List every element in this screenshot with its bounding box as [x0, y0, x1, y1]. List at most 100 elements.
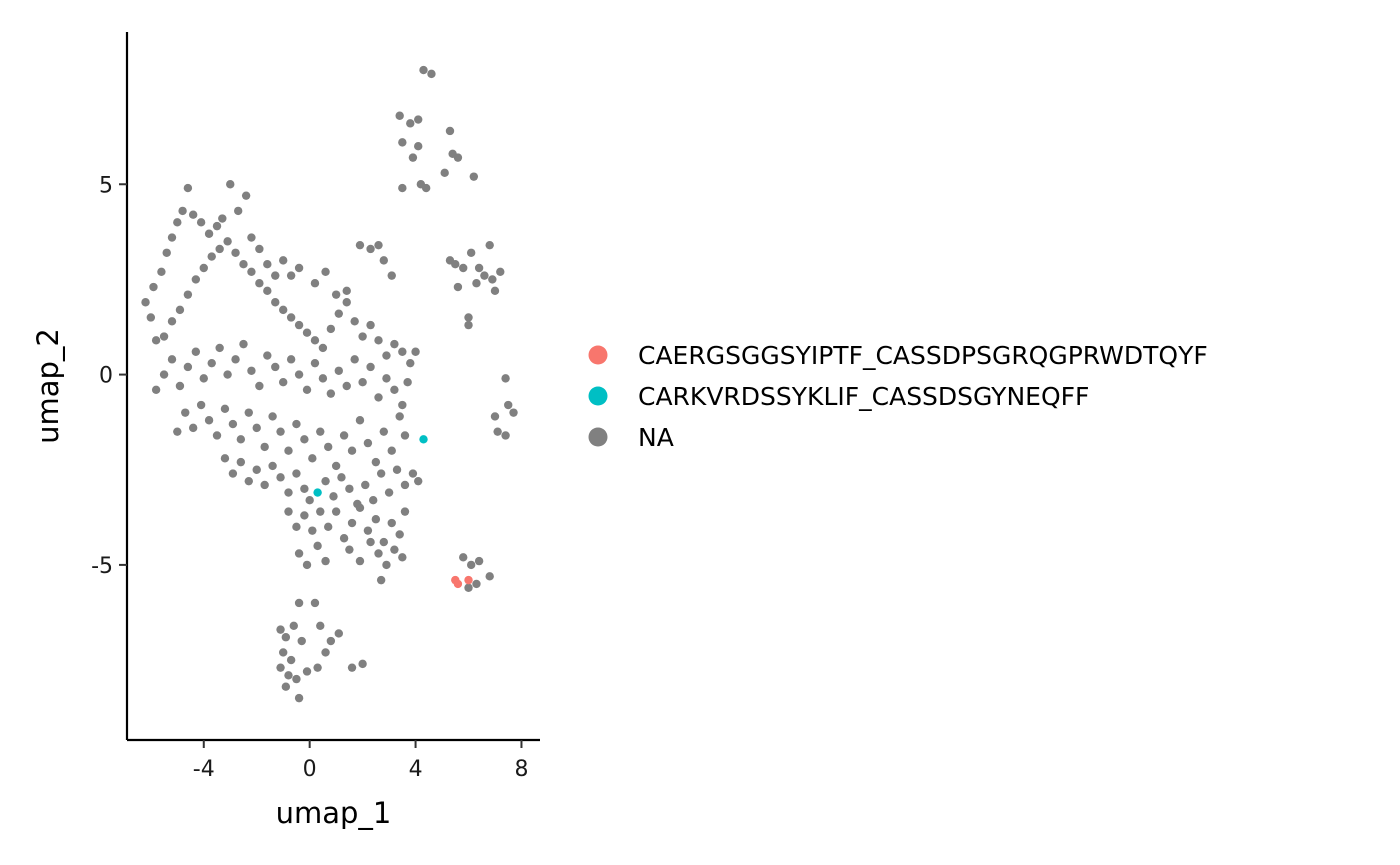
- point-na: [173, 427, 182, 436]
- point-na: [151, 336, 161, 345]
- point-na: [474, 556, 484, 566]
- point-na: [331, 290, 341, 299]
- point-na: [300, 511, 309, 520]
- point-na: [212, 221, 222, 231]
- point-na: [350, 317, 359, 326]
- point-na: [220, 454, 230, 463]
- point-na: [387, 271, 396, 280]
- point-na: [239, 259, 248, 269]
- point-na: [207, 358, 216, 368]
- point-na: [358, 377, 367, 387]
- point-na: [337, 473, 346, 482]
- point-na: [268, 412, 277, 421]
- point-na: [281, 633, 291, 642]
- point-na: [379, 537, 389, 547]
- point-na: [276, 427, 285, 436]
- point-na: [488, 275, 497, 284]
- x-tick-label: 0: [303, 757, 317, 782]
- point-na: [379, 256, 389, 265]
- point-clonotype: [313, 488, 322, 497]
- point-na: [297, 636, 306, 646]
- point-na: [366, 320, 375, 330]
- point-na: [175, 381, 185, 391]
- point-na: [302, 560, 312, 570]
- point-na: [281, 682, 291, 691]
- point-na: [369, 495, 378, 505]
- point-na: [400, 431, 410, 440]
- point-na: [313, 541, 322, 551]
- point-na: [390, 339, 399, 349]
- point-na: [472, 579, 481, 589]
- point-na: [398, 183, 407, 193]
- point-na: [342, 298, 351, 307]
- point-na: [239, 339, 248, 349]
- point-na: [376, 469, 386, 478]
- point-na: [191, 275, 201, 284]
- point-na: [212, 431, 222, 440]
- point-na: [355, 556, 365, 566]
- point-na: [374, 393, 383, 402]
- point-na: [284, 671, 293, 680]
- point-na: [284, 446, 293, 455]
- point-na: [316, 507, 325, 516]
- point-na: [382, 374, 391, 383]
- point-na: [318, 343, 328, 353]
- point-na: [374, 336, 383, 345]
- point-na: [300, 435, 309, 444]
- y-tick-label: 0: [99, 364, 113, 389]
- point-na: [278, 305, 288, 315]
- point-na: [178, 206, 187, 216]
- point-na: [371, 457, 381, 467]
- point-na: [294, 263, 304, 273]
- y-axis-title: umap_2: [31, 328, 65, 444]
- point-clonotype: [464, 575, 473, 585]
- point-na: [421, 183, 431, 193]
- point-na: [207, 252, 216, 261]
- x-axis-title: umap_1: [276, 796, 392, 830]
- point-na: [403, 377, 412, 387]
- point-na: [411, 347, 420, 356]
- point-na: [233, 206, 243, 216]
- point-na: [334, 366, 343, 375]
- point-na: [218, 214, 227, 223]
- point-na: [504, 400, 513, 410]
- point-na: [215, 244, 224, 254]
- point-na: [387, 518, 396, 528]
- point-na: [263, 259, 272, 269]
- point-na: [294, 549, 304, 558]
- point-na: [326, 324, 336, 334]
- point-na: [278, 648, 288, 657]
- point-na: [313, 663, 322, 672]
- point-na: [236, 435, 246, 444]
- point-na: [464, 583, 473, 592]
- point-na: [474, 263, 484, 273]
- point-na: [408, 469, 418, 478]
- point-na: [276, 625, 285, 634]
- point-na: [493, 427, 502, 436]
- point-na: [247, 366, 256, 375]
- point-na: [392, 465, 402, 474]
- point-na: [406, 119, 415, 128]
- y-axis-ticks: -5 0 5: [91, 173, 127, 579]
- point-na: [188, 210, 198, 219]
- point-na: [260, 480, 269, 490]
- point-na: [485, 240, 494, 250]
- point-na: [339, 431, 349, 440]
- point-na: [289, 621, 298, 631]
- point-na: [316, 427, 325, 436]
- point-na: [308, 454, 317, 463]
- point-na: [310, 279, 320, 288]
- legend-label: NA: [638, 423, 674, 452]
- point-na: [347, 663, 357, 672]
- point-na: [331, 461, 341, 471]
- point-na: [204, 416, 214, 425]
- point-na: [183, 183, 193, 193]
- point-na: [191, 347, 201, 356]
- point-na: [292, 674, 301, 684]
- point-na: [271, 362, 280, 372]
- y-tick-label: -5: [91, 554, 113, 579]
- legend-label: CAERGSGGSYIPTF_CASSDPSGRQGPRWDTQYF: [638, 341, 1208, 370]
- point-na: [366, 537, 375, 547]
- point-na: [199, 263, 208, 273]
- point-na: [395, 111, 404, 120]
